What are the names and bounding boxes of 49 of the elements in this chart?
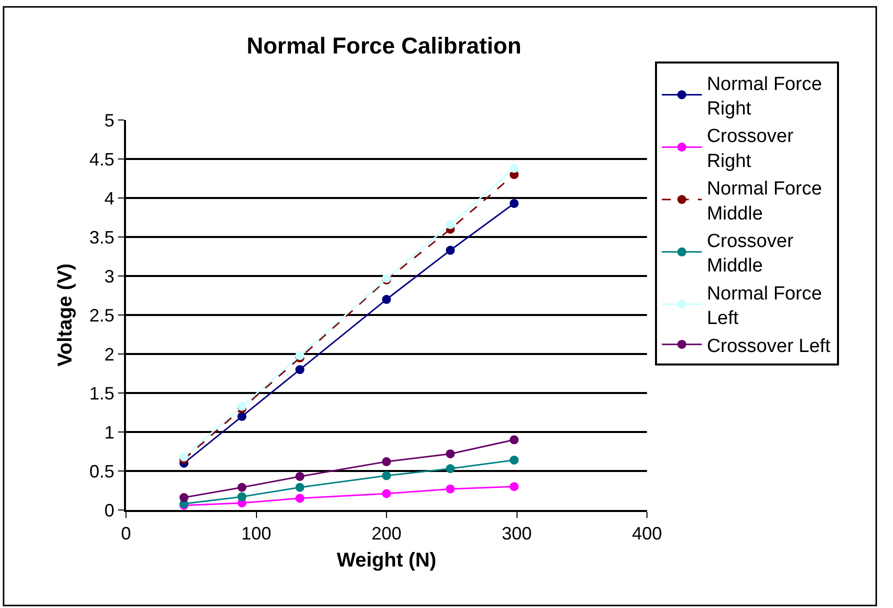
point (510, 164, 519, 173)
y-tick-label: 0 (104, 500, 114, 520)
y-tick-label: 2.5 (89, 305, 114, 326)
y-tick-label: 5 (104, 110, 114, 130)
legend-label: Crossover Middle (706, 230, 794, 277)
point (446, 484, 455, 494)
y-tick-label: 1.5 (89, 383, 114, 404)
legend-label: Normal Force Right (706, 74, 822, 120)
legend-label: Crossover Right (706, 126, 794, 172)
legend-label: Normal Force Middle (706, 178, 822, 224)
x-tick-label: 0 (120, 524, 132, 544)
point (446, 449, 455, 458)
point (382, 457, 391, 466)
x-axis-title: Weight (N) (336, 550, 436, 572)
y-tick-label: 4.5 (89, 149, 114, 170)
x-tick-label: 200 (371, 524, 402, 544)
chart-title: Normal Force Calibration (246, 32, 522, 59)
point (510, 482, 519, 492)
point (510, 456, 519, 465)
point (179, 493, 188, 502)
point (237, 402, 246, 411)
legend-label: Normal Force Left (706, 283, 822, 330)
x-tick-label: 100 (241, 524, 272, 544)
point (446, 220, 455, 230)
point (295, 482, 304, 492)
point (446, 246, 455, 255)
y-tick-label: 1 (104, 422, 114, 442)
point (446, 464, 455, 474)
point (510, 198, 519, 208)
point (295, 494, 304, 503)
y-tick-label: 0.5 (89, 461, 114, 482)
point (237, 482, 246, 492)
point (237, 492, 246, 502)
point (382, 294, 391, 304)
point (179, 452, 188, 462)
y-tick-label: 4 (104, 188, 114, 208)
point (382, 471, 391, 480)
x-tick-label: 400 (632, 524, 662, 544)
point (295, 365, 304, 374)
y-tick-label: 3.5 (89, 227, 114, 248)
legend-label: Crossover Left (706, 336, 832, 357)
point (382, 489, 391, 498)
point (237, 412, 246, 421)
point (295, 472, 304, 481)
y-tick-label: 3 (104, 266, 114, 286)
y-tick-label: 2 (104, 344, 114, 364)
x-tick-label: 300 (502, 524, 532, 544)
point (510, 435, 519, 444)
y-axis-title: Voltage (V) (54, 264, 76, 366)
